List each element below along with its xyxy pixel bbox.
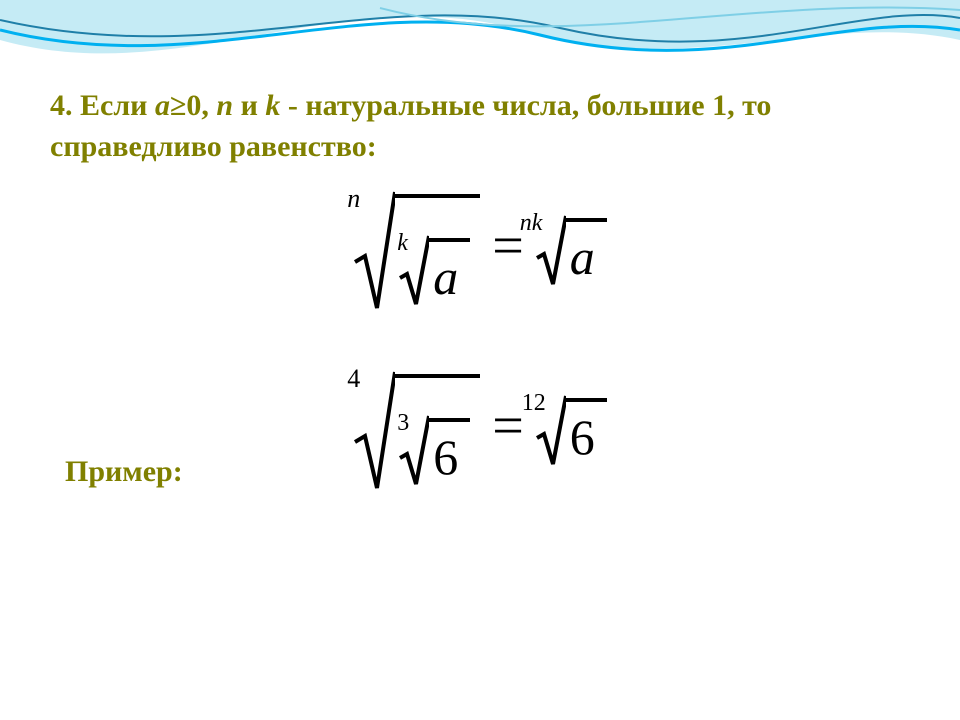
outer-index: n <box>347 184 360 214</box>
outer-radical: n k a <box>353 190 480 310</box>
ex-inner-vinculum: 6 <box>429 418 470 486</box>
slide: 4. Если a≥0, n и k - натуральные числа, … <box>0 0 960 720</box>
heading-k: k <box>265 89 280 122</box>
heading-text-1: 4. Если <box>50 89 155 122</box>
ex-rhs-index: 12 <box>522 390 546 417</box>
rhs-radicand: a <box>570 232 595 286</box>
rhs-radical: nk a <box>536 214 607 286</box>
ex-outer-radical: 4 3 6 <box>353 370 480 490</box>
ex-inner-index: 3 <box>397 410 409 437</box>
ex-rhs-radicand: 6 <box>570 412 595 466</box>
outer-vinculum: k a <box>395 194 480 310</box>
inner-index: k <box>397 230 408 257</box>
ex-outer-vinculum: 3 6 <box>395 374 480 490</box>
heading-n: n <box>216 89 233 122</box>
heading-ge0: ≥0, <box>170 89 216 122</box>
rhs-vinculum: a <box>566 218 607 286</box>
radicand-a: a <box>433 252 458 306</box>
ex-inner-radical: 3 6 <box>399 414 470 486</box>
formula-example-row: 4 3 6 = <box>353 370 607 490</box>
formula-main-row: n k a = <box>353 190 607 310</box>
ex-rhs-radical: 12 6 <box>536 394 607 466</box>
inner-vinculum: a <box>429 238 470 306</box>
heading: 4. Если a≥0, n и k - натуральные числа, … <box>50 86 910 167</box>
ex-outer-index: 4 <box>347 364 360 394</box>
example-label: Пример: <box>65 455 183 489</box>
ex-radicand: 6 <box>433 432 458 486</box>
heading-a: a <box>155 89 170 122</box>
rhs-index: nk <box>520 210 543 237</box>
ex-rhs-vinculum: 6 <box>566 398 607 466</box>
heading-and: и <box>233 89 265 122</box>
formula-main: n k a = <box>0 190 960 315</box>
inner-radical: k a <box>399 234 470 306</box>
